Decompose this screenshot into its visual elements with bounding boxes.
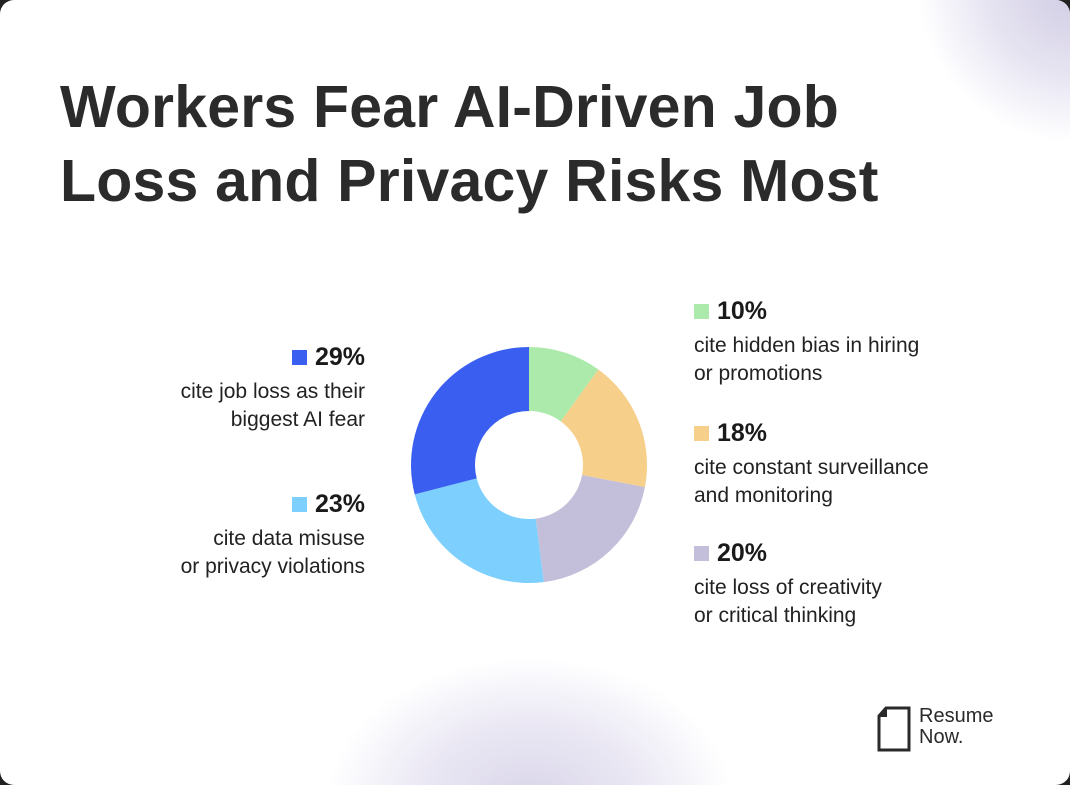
swatch-icon xyxy=(291,497,307,512)
resume-now-logo: Resume Now. xyxy=(877,706,993,752)
donut-segment xyxy=(529,347,599,422)
donut-segment xyxy=(560,369,647,488)
donut-segment xyxy=(411,347,529,495)
legend-item-job-loss: 29% cite job loss as their biggest AI fea… xyxy=(180,343,365,431)
decorative-glow-top-right xyxy=(920,0,1070,140)
swatch-icon xyxy=(694,546,709,561)
swatch-icon xyxy=(694,426,709,441)
legend-item-surveillance: 18% cite constant surveillance and monito… xyxy=(694,419,929,507)
legend-item-data-misuse: 23% cite data misuse or privacy violation… xyxy=(180,490,365,578)
donut-segment xyxy=(414,478,544,583)
decorative-glow-bottom xyxy=(330,660,730,785)
swatch-icon xyxy=(694,304,709,319)
donut-segment xyxy=(535,475,645,583)
swatch-icon xyxy=(291,350,307,365)
donut-chart xyxy=(411,347,647,583)
document-icon xyxy=(877,706,911,752)
page-title: Workers Fear AI-Driven Job Loss and Priv… xyxy=(60,74,879,214)
legend-item-hidden-bias: 10% cite hidden bias in hiring or promoti… xyxy=(694,297,920,385)
legend-item-creativity: 20% cite loss of creativity or critical t… xyxy=(694,539,882,627)
